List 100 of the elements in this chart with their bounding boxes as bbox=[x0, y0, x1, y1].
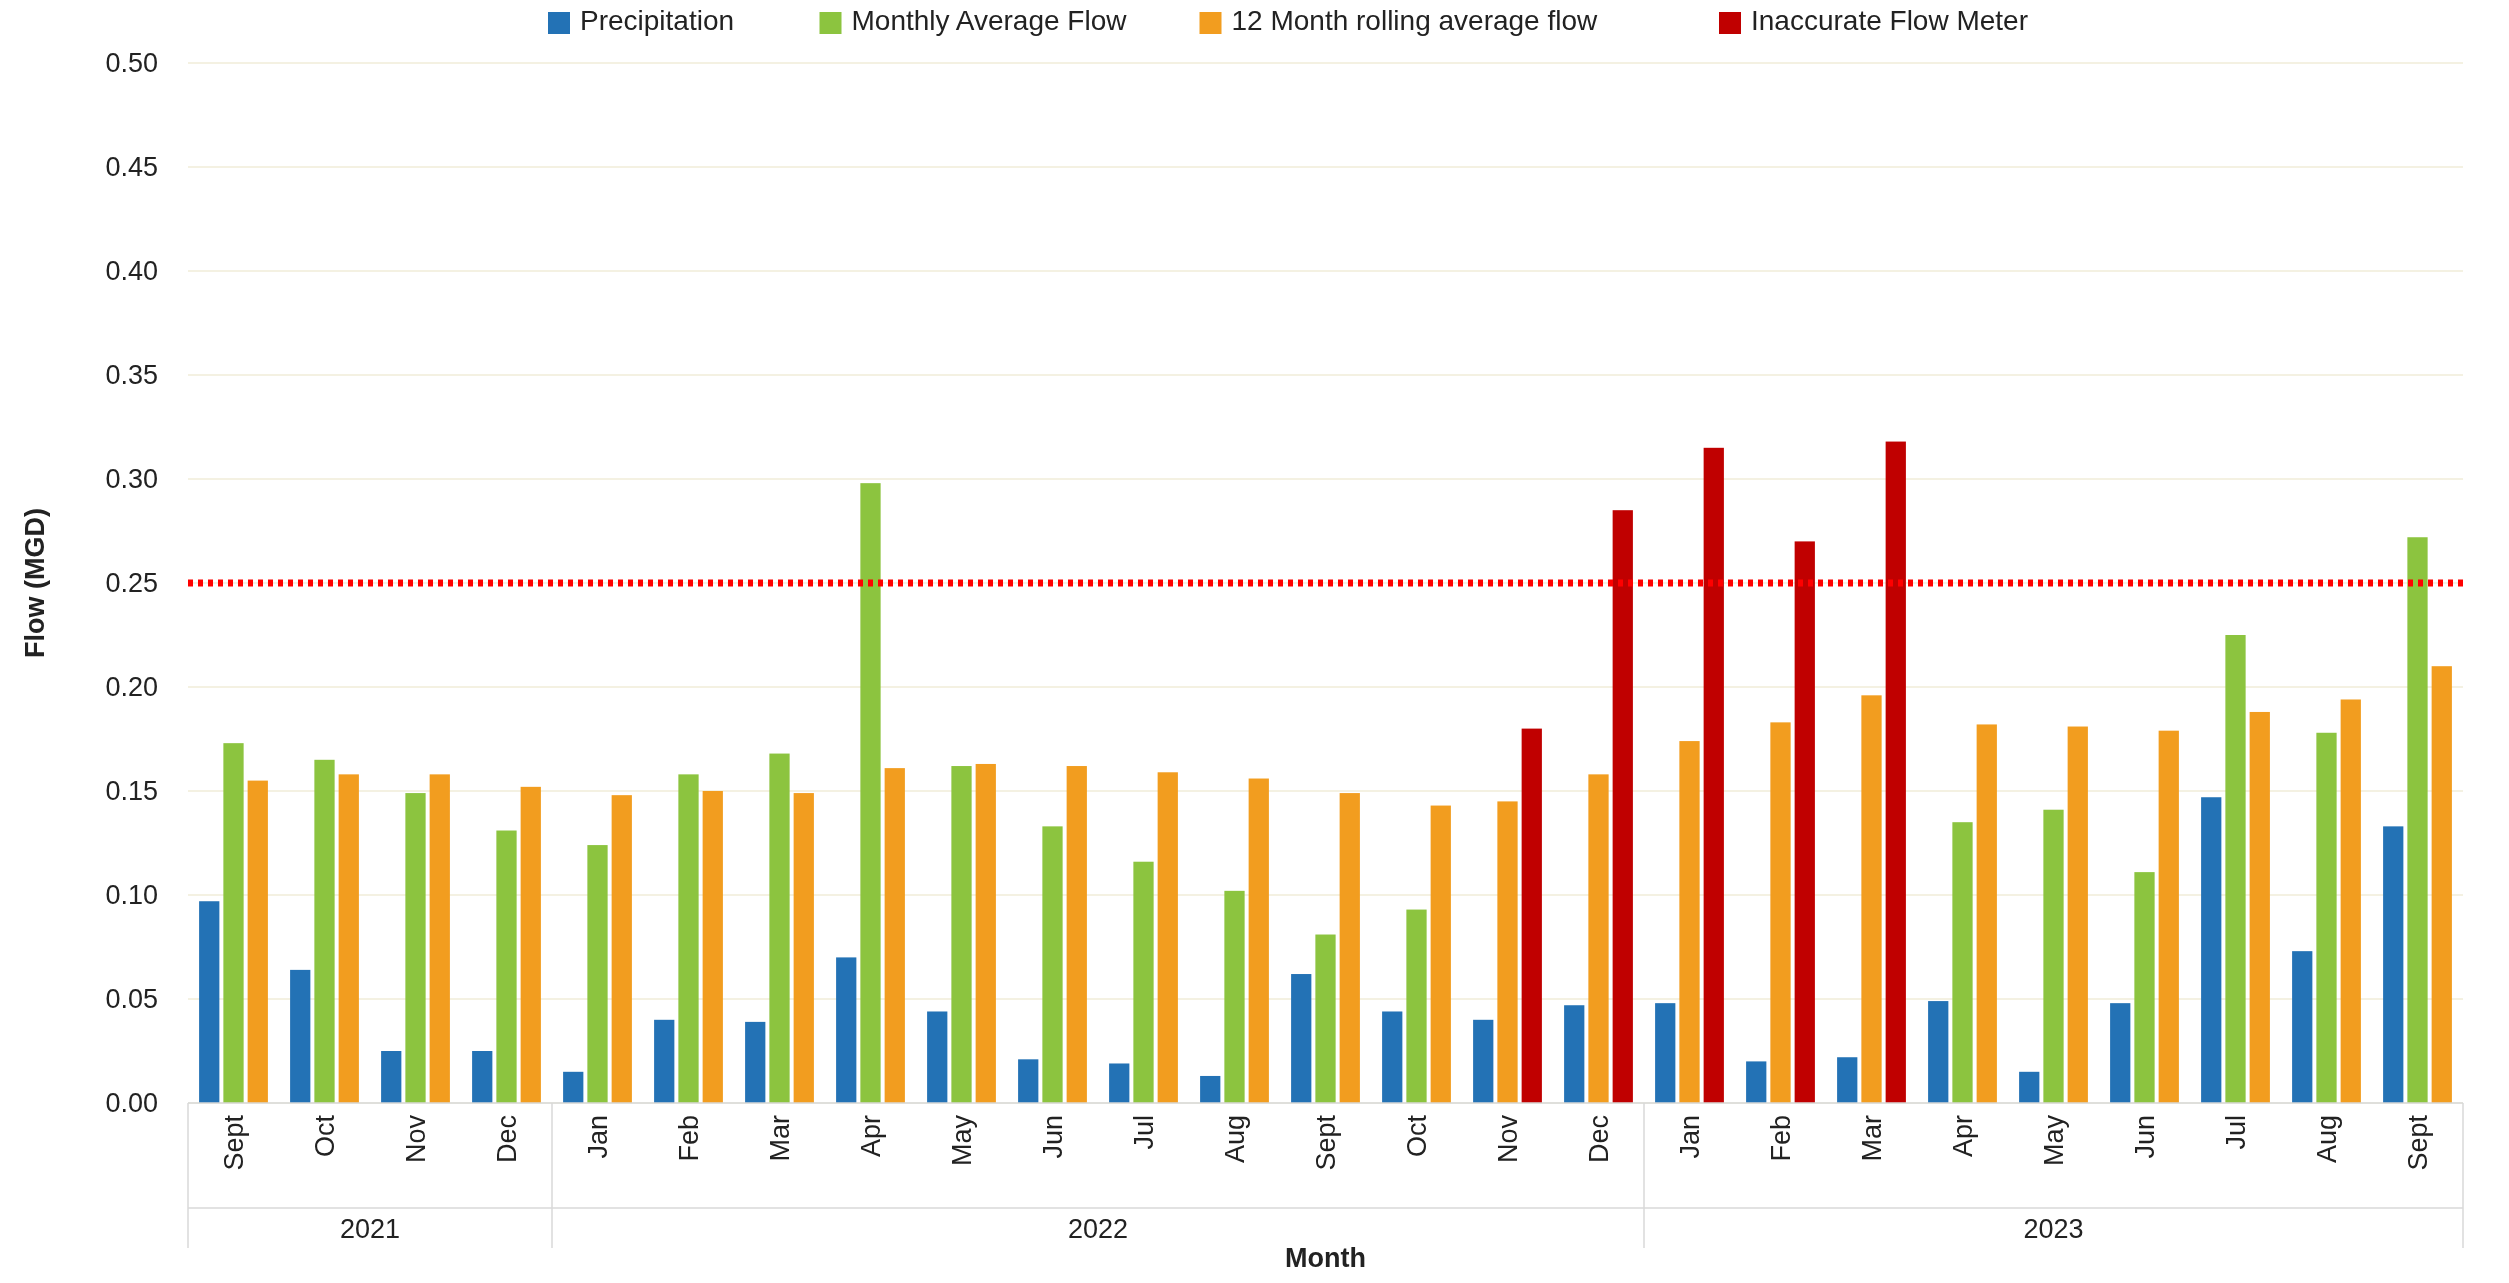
bar bbox=[496, 830, 517, 1103]
y-tick-label: 0.10 bbox=[105, 880, 158, 910]
bar bbox=[247, 780, 268, 1103]
bar bbox=[1430, 805, 1451, 1103]
bar bbox=[745, 1021, 766, 1103]
bar bbox=[927, 1011, 948, 1103]
bar bbox=[1339, 793, 1360, 1103]
bar bbox=[2249, 711, 2270, 1103]
bar bbox=[836, 957, 857, 1103]
bar bbox=[1473, 1019, 1494, 1103]
bar bbox=[1837, 1057, 1858, 1103]
bar bbox=[860, 483, 881, 1103]
bar bbox=[1794, 541, 1815, 1103]
bar bbox=[2134, 872, 2155, 1103]
bar bbox=[563, 1071, 584, 1103]
y-tick-label: 0.25 bbox=[105, 568, 158, 598]
bar bbox=[1066, 766, 1087, 1103]
bar bbox=[520, 786, 541, 1103]
x-tick-label: Sept bbox=[2402, 1114, 2433, 1171]
x-tick-label: Jun bbox=[2129, 1115, 2160, 1159]
x-tick-label: Apr bbox=[1947, 1115, 1978, 1158]
bar bbox=[2201, 797, 2222, 1103]
x-tick-label: Mar bbox=[764, 1114, 795, 1162]
legend-label: 12 Month rolling average flow bbox=[1231, 5, 1599, 36]
bar bbox=[611, 795, 632, 1103]
legend-label: Monthly Average Flow bbox=[851, 5, 1128, 36]
bar bbox=[2292, 951, 2313, 1103]
bar bbox=[1655, 1003, 1676, 1103]
bar bbox=[702, 791, 723, 1103]
bar bbox=[1224, 890, 1245, 1103]
x-tick-label: Dec bbox=[491, 1115, 522, 1164]
bar bbox=[223, 743, 244, 1103]
bar bbox=[1746, 1061, 1767, 1103]
legend-label: Inaccurate Flow Meter bbox=[1751, 5, 2028, 36]
x-tick-label: Nov bbox=[400, 1114, 431, 1164]
x-tick-label: Feb bbox=[1765, 1115, 1796, 1162]
bar bbox=[1612, 510, 1633, 1103]
bar bbox=[199, 901, 220, 1103]
bar bbox=[2158, 730, 2179, 1103]
y-tick-label: 0.40 bbox=[105, 256, 158, 286]
bar bbox=[1564, 1005, 1585, 1103]
bar bbox=[793, 793, 814, 1103]
bar bbox=[678, 774, 699, 1103]
bar bbox=[381, 1051, 402, 1103]
bar bbox=[1885, 441, 1906, 1103]
x-tick-label: Apr bbox=[855, 1115, 886, 1158]
bar bbox=[1952, 822, 1973, 1103]
x-tick-label: Aug bbox=[1219, 1115, 1250, 1164]
y-tick-label: 0.05 bbox=[105, 984, 158, 1014]
bar bbox=[2043, 809, 2064, 1103]
bar bbox=[290, 969, 311, 1103]
bar bbox=[2383, 826, 2404, 1103]
x-tick-label: May bbox=[2038, 1114, 2069, 1167]
bar bbox=[769, 753, 790, 1103]
bar bbox=[405, 793, 426, 1103]
x-axis-title: Month bbox=[1285, 1243, 1366, 1273]
x-tick-label: Oct bbox=[309, 1114, 340, 1158]
legend-label: Precipitation bbox=[580, 5, 735, 36]
bar bbox=[1406, 909, 1427, 1103]
bar bbox=[2431, 666, 2452, 1103]
x-tick-label: Feb bbox=[673, 1115, 704, 1162]
bar bbox=[1976, 724, 1997, 1103]
bar bbox=[338, 774, 359, 1103]
x-tick-label: Jan bbox=[1674, 1115, 1705, 1159]
bar bbox=[1315, 934, 1336, 1103]
bar bbox=[1018, 1059, 1039, 1103]
bar bbox=[654, 1019, 675, 1103]
bar bbox=[1291, 974, 1312, 1103]
x-tick-label: Sept bbox=[218, 1114, 249, 1171]
bar bbox=[1109, 1063, 1130, 1103]
bar bbox=[884, 768, 905, 1103]
x-tick-label: Mar bbox=[1856, 1114, 1887, 1162]
x-tick-label: Jan bbox=[582, 1115, 613, 1159]
x-tick-label: Jul bbox=[2220, 1115, 2251, 1150]
bar bbox=[1157, 772, 1178, 1103]
bar bbox=[951, 766, 972, 1103]
bar bbox=[1042, 826, 1063, 1103]
bar bbox=[975, 763, 996, 1103]
bar bbox=[2019, 1071, 2040, 1103]
bar bbox=[1382, 1011, 1403, 1103]
x-tick-label: Dec bbox=[1583, 1115, 1614, 1164]
x-tick-label: Jun bbox=[1037, 1115, 1068, 1159]
x-tick-label: Jul bbox=[1128, 1115, 1159, 1150]
text: 2021 bbox=[339, 1214, 401, 1244]
y-tick-label: 0.35 bbox=[105, 360, 158, 390]
bar bbox=[1200, 1075, 1221, 1103]
bar bbox=[314, 759, 335, 1103]
x-tick-label: May bbox=[946, 1114, 977, 1167]
text: 2022 bbox=[1067, 1214, 1129, 1244]
bar bbox=[1928, 1001, 1949, 1103]
y-tick-label: 0.50 bbox=[105, 48, 158, 78]
x-tick-label: Oct bbox=[1401, 1114, 1432, 1158]
y-tick-label: 0.15 bbox=[105, 776, 158, 806]
bar bbox=[2340, 699, 2361, 1103]
y-tick-label: 0.30 bbox=[105, 464, 158, 494]
bar bbox=[1521, 728, 1542, 1103]
y-tick-label: 0.20 bbox=[105, 672, 158, 702]
y-tick-label: 0.00 bbox=[105, 1088, 158, 1118]
bar bbox=[1133, 861, 1154, 1103]
bar bbox=[429, 774, 450, 1103]
